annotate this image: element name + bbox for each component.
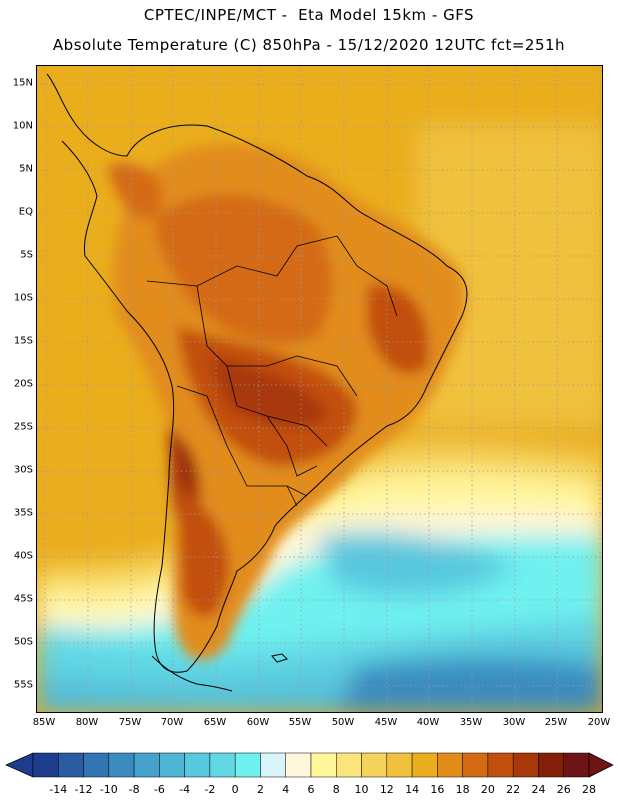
lon-label: 50W <box>331 717 355 728</box>
lon-label: 25W <box>544 717 568 728</box>
lat-label: 45S <box>13 593 33 605</box>
lon-label: 40W <box>416 717 440 728</box>
colorbar-cell <box>209 752 236 778</box>
colorbar-label: 6 <box>307 783 315 796</box>
colorbar-cell <box>184 752 211 778</box>
temperature-field <box>37 66 602 712</box>
colorbar-label: 4 <box>282 783 290 796</box>
temperature-map <box>36 65 603 713</box>
lat-label: 10S <box>13 292 33 304</box>
colorbar-cell <box>234 752 261 778</box>
lat-label: 25S <box>13 421 33 433</box>
chart-title-line2: Absolute Temperature (C) 850hPa - 15/12/… <box>52 36 566 54</box>
colorbar-label: 18 <box>455 783 470 796</box>
colorbar-label: -10 <box>99 783 118 796</box>
colorbar-cell <box>437 752 463 778</box>
colorbar-label: -14 <box>49 783 68 796</box>
colorbar-label: -12 <box>74 783 93 796</box>
lat-label: 15S <box>13 335 33 347</box>
lon-label: 60W <box>246 717 270 728</box>
lon-label: 75W <box>118 717 142 728</box>
colorbar-label: -2 <box>204 783 216 796</box>
colorbar-cell <box>108 752 135 778</box>
colorbar-cell <box>83 752 110 778</box>
lon-label: 30W <box>502 717 526 728</box>
lat-label: 55S <box>13 679 33 691</box>
colorbar-label: 16 <box>430 783 445 796</box>
lat-label: 30S <box>13 464 33 476</box>
colorbar-label: 24 <box>531 783 546 796</box>
lat-label: EQ <box>18 206 33 218</box>
lat-label: 50S <box>13 636 33 648</box>
coastline <box>46 73 468 673</box>
lon-label: 65W <box>203 717 227 728</box>
colorbar-label: 8 <box>332 783 340 796</box>
colorbar-cell <box>58 752 84 778</box>
colorbar-label: -8 <box>128 783 140 796</box>
colorbar-cell <box>487 752 514 778</box>
colorbar-min-arrow <box>5 752 34 778</box>
colorbar-label: 20 <box>480 783 495 796</box>
colorbar-cell <box>260 752 286 778</box>
colorbar-label: 2 <box>256 783 264 796</box>
colorbar-label: 14 <box>405 783 420 796</box>
colorbar-cell <box>336 752 362 778</box>
country-borders <box>146 235 398 507</box>
colorbar-label: 10 <box>354 783 369 796</box>
chart-title-line1: CPTEC/INPE/MCT - Eta Model 15km - GFS <box>143 6 475 24</box>
colorbar-cell <box>411 752 438 778</box>
colorbar-cell <box>512 752 539 778</box>
colorbar-label: -4 <box>179 783 191 796</box>
colorbar-label: 26 <box>556 783 571 796</box>
colorbar-cell <box>361 752 388 778</box>
colorbar-cell <box>133 752 160 778</box>
colorbar-label: 28 <box>582 783 596 796</box>
colorbar-label: 22 <box>506 783 521 796</box>
lon-label: 85W <box>32 717 56 728</box>
colorbar-label: 0 <box>231 783 239 796</box>
tierra-del-fuego <box>151 655 233 692</box>
colorbar-cell <box>563 752 590 778</box>
colorbar-cell <box>159 752 185 778</box>
lon-label: 20W <box>587 717 611 728</box>
falkland-islands <box>271 653 288 663</box>
colorbar-label: 12 <box>379 783 394 796</box>
colorbar-cell <box>310 752 337 778</box>
colorbar-cell <box>32 752 59 778</box>
colorbar-cell <box>285 752 312 778</box>
lat-label: 10N <box>12 120 33 132</box>
lat-label: 5N <box>19 163 33 175</box>
lon-label: 35W <box>459 717 483 728</box>
lat-label: 5S <box>20 249 33 261</box>
lon-label: 70W <box>160 717 184 728</box>
colorbar <box>5 752 614 778</box>
colorbar-cell <box>462 752 489 778</box>
lat-label: 40S <box>13 550 33 562</box>
colorbar-label: -6 <box>153 783 165 796</box>
lon-label: 55W <box>288 717 312 728</box>
lat-label: 15N <box>12 77 33 89</box>
lat-label: 35S <box>13 507 33 519</box>
lon-label: 45W <box>374 717 398 728</box>
lat-label: 20S <box>13 378 33 390</box>
colorbar-cell <box>386 752 413 778</box>
lon-label: 80W <box>75 717 99 728</box>
colorbar-cell <box>538 752 564 778</box>
colorbar-max-arrow <box>588 752 614 778</box>
